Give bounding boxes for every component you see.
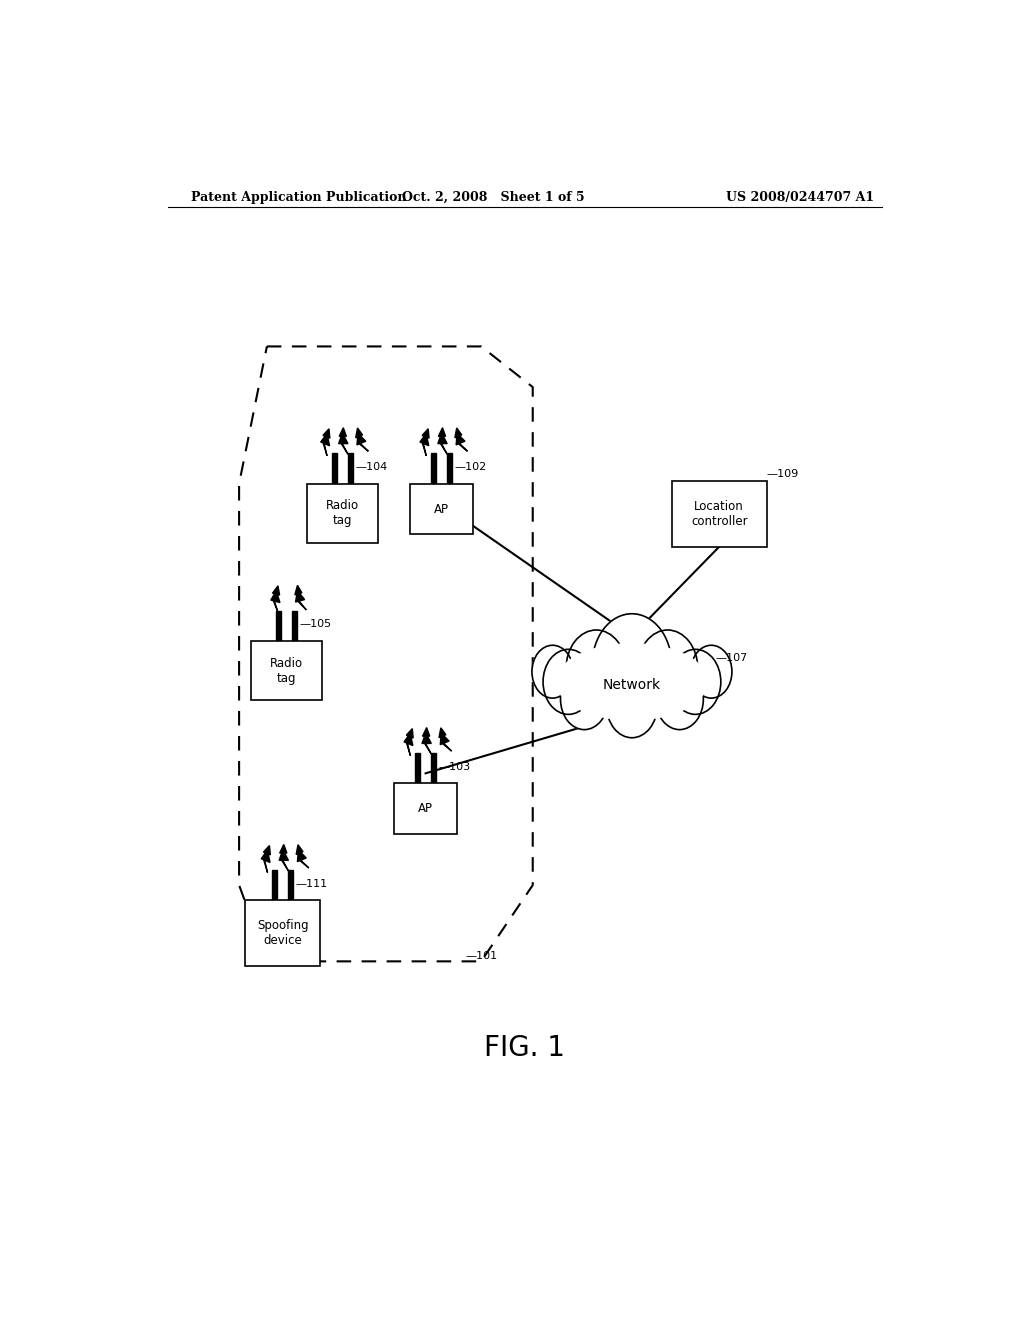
- Text: —109: —109: [767, 469, 799, 479]
- Text: AP: AP: [418, 803, 433, 816]
- Bar: [332, 453, 337, 483]
- Bar: [348, 453, 352, 483]
- Text: Radio
tag: Radio tag: [326, 499, 358, 527]
- Bar: [447, 453, 452, 483]
- Text: —102: —102: [455, 462, 486, 471]
- Text: —111: —111: [296, 879, 328, 888]
- FancyBboxPatch shape: [410, 483, 473, 535]
- Circle shape: [531, 645, 573, 698]
- Bar: [289, 870, 293, 900]
- Text: US 2008/0244707 A1: US 2008/0244707 A1: [726, 190, 873, 203]
- Circle shape: [606, 673, 657, 738]
- Bar: [292, 611, 297, 642]
- Text: Spoofing
device: Spoofing device: [257, 920, 308, 948]
- Polygon shape: [355, 428, 369, 451]
- Polygon shape: [321, 429, 330, 455]
- FancyBboxPatch shape: [672, 480, 767, 548]
- Ellipse shape: [545, 636, 719, 727]
- Polygon shape: [295, 585, 306, 610]
- Bar: [416, 752, 420, 784]
- Circle shape: [543, 649, 594, 714]
- Bar: [431, 453, 436, 483]
- Text: Patent Application Publication: Patent Application Publication: [191, 190, 407, 203]
- Circle shape: [638, 630, 697, 708]
- Polygon shape: [422, 727, 431, 754]
- Polygon shape: [296, 845, 309, 869]
- FancyBboxPatch shape: [394, 784, 458, 834]
- Polygon shape: [404, 729, 413, 755]
- Circle shape: [670, 649, 721, 714]
- Circle shape: [560, 669, 608, 730]
- Text: —103: —103: [438, 762, 470, 772]
- Circle shape: [690, 645, 732, 698]
- Circle shape: [592, 614, 672, 715]
- Bar: [272, 870, 278, 900]
- Text: Network: Network: [603, 678, 662, 692]
- Text: AP: AP: [434, 503, 449, 516]
- Bar: [276, 611, 282, 642]
- Polygon shape: [420, 429, 429, 455]
- Circle shape: [655, 669, 703, 730]
- Text: —107: —107: [715, 653, 748, 664]
- Polygon shape: [280, 845, 289, 871]
- Text: Oct. 2, 2008   Sheet 1 of 5: Oct. 2, 2008 Sheet 1 of 5: [401, 190, 585, 203]
- Text: Location
controller: Location controller: [691, 500, 748, 528]
- Polygon shape: [271, 586, 280, 612]
- Polygon shape: [339, 428, 348, 454]
- Circle shape: [566, 630, 627, 708]
- Text: —101: —101: [465, 952, 498, 961]
- Text: —105: —105: [299, 619, 332, 630]
- Text: Radio
tag: Radio tag: [270, 656, 303, 685]
- Text: —104: —104: [355, 462, 387, 471]
- Polygon shape: [455, 428, 468, 451]
- Polygon shape: [438, 428, 447, 454]
- Text: FIG. 1: FIG. 1: [484, 1034, 565, 1061]
- FancyBboxPatch shape: [251, 642, 323, 700]
- FancyBboxPatch shape: [306, 483, 378, 543]
- Polygon shape: [439, 727, 452, 751]
- FancyBboxPatch shape: [245, 900, 321, 966]
- Polygon shape: [261, 846, 270, 873]
- Ellipse shape: [557, 644, 708, 719]
- Bar: [431, 752, 436, 784]
